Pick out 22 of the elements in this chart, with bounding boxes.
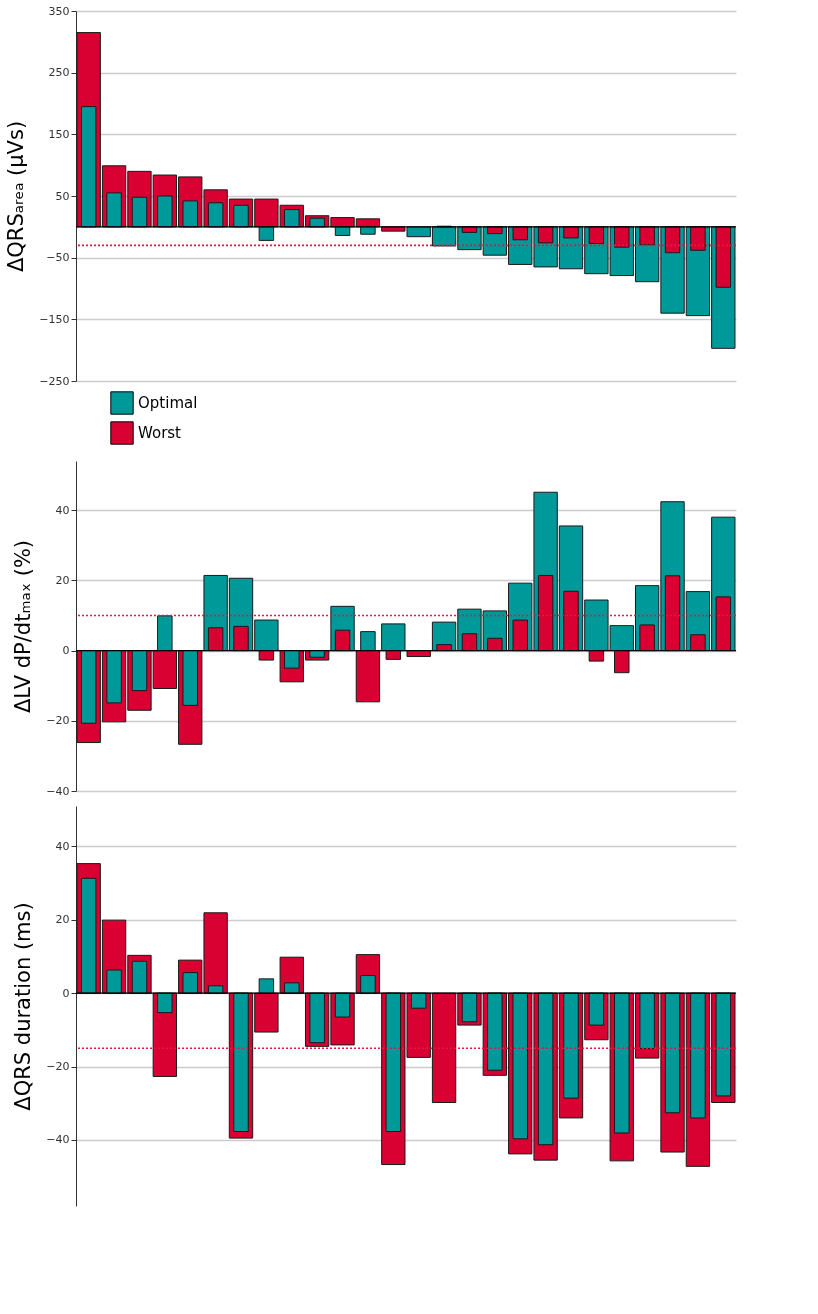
- y-tick-label: 20: [55, 573, 70, 587]
- y-tick-label: −50: [46, 251, 70, 265]
- y-tick-label: 150: [48, 127, 70, 141]
- y-tick-label: 40: [55, 503, 70, 517]
- y-tick-label: 0: [62, 644, 70, 658]
- y-tick-label: −150: [39, 312, 70, 326]
- y-tick-label: 40: [55, 839, 70, 853]
- y-tick-label: 250: [48, 66, 70, 80]
- y-axis-title: ΔQRSₐᵣₑₐ (μVs): [4, 120, 29, 273]
- y-tick-label: −250: [39, 374, 70, 388]
- y-tick-label: −20: [46, 714, 70, 728]
- y-tick-label: 20: [55, 913, 70, 927]
- y-axis-title: ΔQRS duration (ms): [11, 902, 36, 1111]
- y-tick-label: 350: [48, 4, 70, 18]
- y-tick-label: 0: [62, 986, 70, 1000]
- legend-label: Optimal: [138, 394, 198, 412]
- legend-label: Worst: [138, 424, 182, 442]
- y-tick-label: 50: [55, 189, 70, 203]
- y-axis-title: ΔLV dP/dtₘₐₓ (%): [11, 539, 36, 714]
- y-tick-label: −40: [46, 784, 70, 798]
- y-tick-label: −40: [46, 1133, 70, 1147]
- y-tick-label: −20: [46, 1060, 70, 1074]
